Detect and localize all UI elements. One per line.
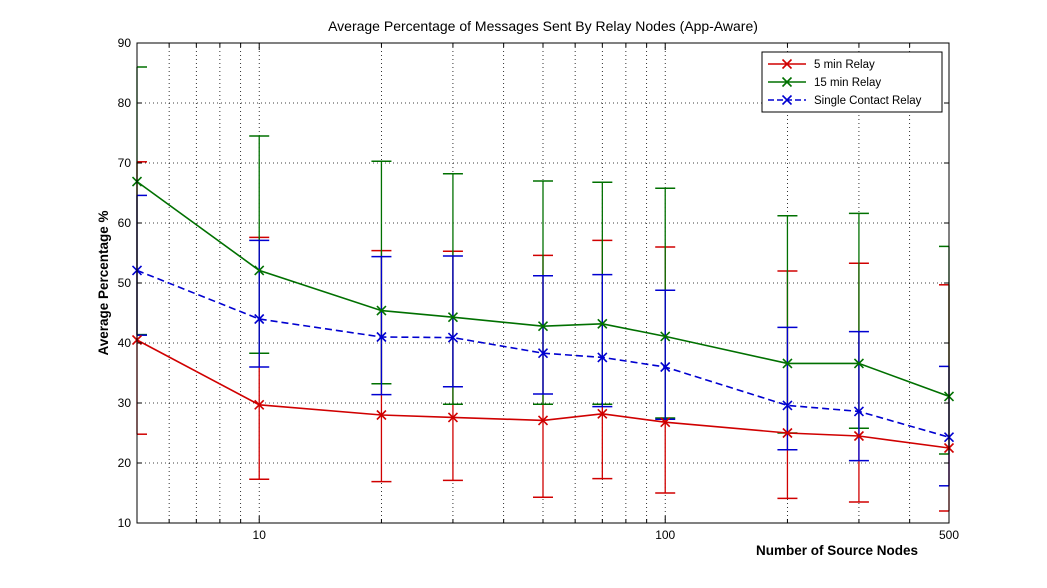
legend-marker [781,94,793,106]
data-point [447,332,458,343]
y-tick-label: 80 [118,96,132,110]
marker-stroke [853,430,864,442]
data-point [597,318,608,329]
marker-stroke [853,406,864,417]
marker-stroke [254,265,265,276]
data-point [597,352,608,363]
marker-stroke [660,331,671,342]
marker-stroke [597,318,608,329]
data-point [537,348,549,359]
legend-marker [781,58,793,70]
data-point [597,408,608,419]
legend-label: 5 min Relay [814,59,875,71]
marker-stroke [376,409,387,421]
marker-stroke [447,412,458,423]
legend: 5 min Relay 15 min Relay Single Contact Re… [761,51,943,113]
data-point [853,358,864,369]
y-tick-label: 20 [118,456,132,470]
data-point [660,361,671,373]
series-line [136,339,950,449]
x-tick-label: 10 [253,528,267,542]
y-tick-label: 40 [118,336,132,350]
marker-stroke [782,400,793,411]
marker-stroke [447,312,458,323]
x-axis-label: Number of Source Nodes [756,543,918,558]
data-point [660,331,671,342]
marker-stroke [376,305,387,316]
marker-stroke [781,58,793,70]
marker-stroke [447,332,458,343]
data-point [782,358,793,369]
marker-stroke [537,348,549,359]
marker-stroke [597,352,608,363]
marker-stroke [782,427,793,439]
marker-stroke [660,417,671,428]
marker-stroke [597,408,608,419]
marker-stroke [254,313,265,325]
y-tick-label: 30 [118,396,132,410]
marker-stroke [782,358,793,369]
marker-stroke [781,76,793,88]
y-tick-label: 10 [118,516,132,530]
x-tick-label: 100 [655,528,675,542]
marker-stroke [853,358,864,369]
marker-stroke [537,321,549,332]
data-point [537,321,549,332]
data-point [254,265,265,276]
y-tick-label: 60 [118,216,132,230]
x-tick-label: 500 [939,528,959,542]
data-point [853,406,864,417]
marker-stroke [254,399,265,410]
y-tick-label: 90 [118,36,132,50]
data-point [447,312,458,323]
marker-stroke [781,94,793,106]
axis-ticks: 10 20 30 40 50 60 70 80 90 10 100 500 [118,36,960,542]
data-point [660,417,671,428]
data-point [376,409,387,421]
data-point [537,415,549,426]
legend-label: Single Contact Relay [814,95,922,107]
y-axis-label: Average Percentage % [96,210,111,355]
series-line [136,269,950,438]
data-point [376,331,387,343]
marker-stroke [537,415,549,426]
error-bar-group [136,194,950,487]
series-line [136,180,950,398]
marker-stroke [376,331,387,343]
data-point [447,412,458,423]
data-point [782,427,793,439]
data-point [782,400,793,411]
data-point [853,430,864,442]
y-tick-label: 50 [118,276,132,290]
data-point [376,305,387,316]
data-point [254,313,265,325]
legend-marker [781,76,793,88]
data-point [254,399,265,410]
marker-stroke [660,361,671,373]
y-tick-label: 70 [118,156,132,170]
chart-title: Average Percentage of Messages Sent By R… [328,18,758,34]
legend-label: 15 min Relay [814,77,881,89]
